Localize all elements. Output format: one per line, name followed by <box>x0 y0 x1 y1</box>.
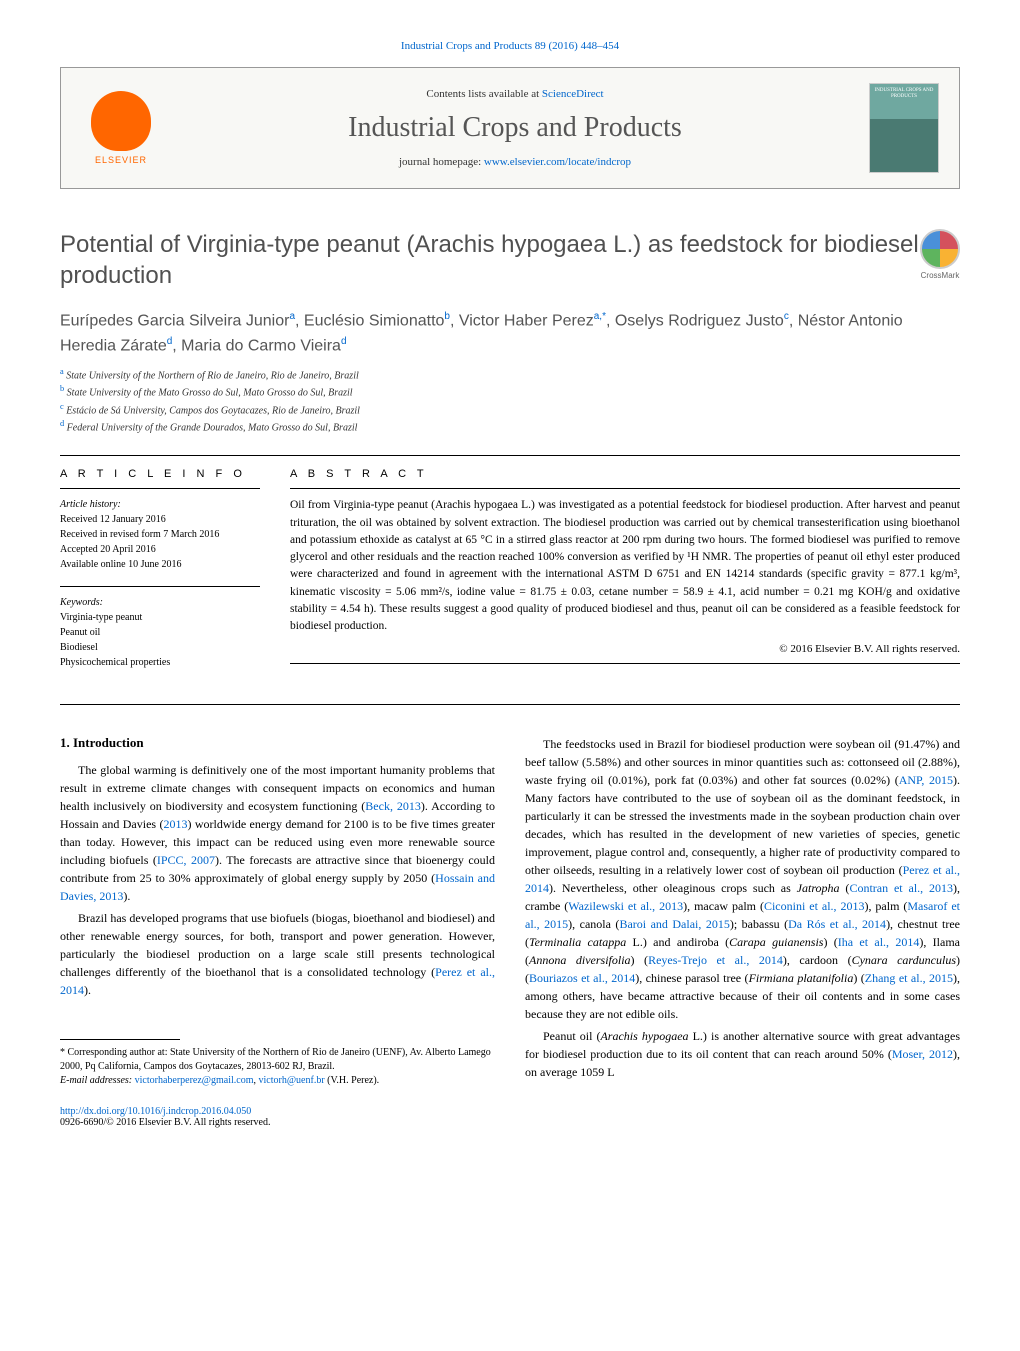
keyword: Virginia-type peanut <box>60 610 260 625</box>
footnote-marker: * <box>60 1047 65 1058</box>
keywords-label: Keywords: <box>60 595 260 610</box>
email-footnote: E-mail addresses: victorhaberperez@gmail… <box>60 1074 495 1088</box>
affiliation: b State University of the Mato Grosso do… <box>60 383 960 400</box>
corresponding-footnote: * Corresponding author at: State Univers… <box>60 1046 495 1074</box>
history-label: Article history: <box>60 497 260 512</box>
keyword: Peanut oil <box>60 625 260 640</box>
footnote-text: Corresponding author at: State Universit… <box>60 1047 491 1072</box>
keywords-block: Keywords: Virginia-type peanut Peanut oi… <box>60 595 260 670</box>
body-para: The feedstocks used in Brazil for biodie… <box>525 735 960 1023</box>
article-title: Potential of Virginia-type peanut (Arach… <box>60 229 960 291</box>
keyword: Biodiesel <box>60 640 260 655</box>
authors: Eurípedes Garcia Silveira Juniora, Euclé… <box>60 309 960 358</box>
body-para: Peanut oil (Arachis hypogaea L.) is anot… <box>525 1027 960 1081</box>
journal-header: ELSEVIER Contents lists available at Sci… <box>60 67 960 189</box>
body-col-right: The feedstocks used in Brazil for biodie… <box>525 735 960 1128</box>
body-col-left: 1. Introduction The global warming is de… <box>60 735 495 1128</box>
divider <box>60 488 260 489</box>
abstract-heading: A B S T R A C T <box>290 468 960 480</box>
issn-line: 0926-6690/© 2016 Elsevier B.V. All right… <box>60 1117 270 1128</box>
journal-name: Industrial Crops and Products <box>161 112 869 144</box>
journal-homepage: journal homepage: www.elsevier.com/locat… <box>161 156 869 168</box>
doi-link[interactable]: http://dx.doi.org/10.1016/j.indcrop.2016… <box>60 1106 251 1117</box>
divider <box>60 704 960 705</box>
homepage-link[interactable]: www.elsevier.com/locate/indcrop <box>484 156 631 168</box>
history-line: Received in revised form 7 March 2016 <box>60 527 260 542</box>
affiliation: d Federal University of the Grande Doura… <box>60 418 960 435</box>
keyword: Physicochemical properties <box>60 655 260 670</box>
sciencedirect-link[interactable]: ScienceDirect <box>542 88 604 100</box>
doi-block: http://dx.doi.org/10.1016/j.indcrop.2016… <box>60 1106 495 1128</box>
journal-cover-thumb: INDUSTRIAL CROPS AND PRODUCTS <box>869 83 939 173</box>
crossmark-badge[interactable]: CrossMark <box>910 229 970 289</box>
elsevier-logo: ELSEVIER <box>81 83 161 173</box>
abstract: A B S T R A C T Oil from Virginia-type p… <box>290 468 960 684</box>
cover-title: INDUSTRIAL CROPS AND PRODUCTS <box>874 88 934 100</box>
history-line: Received 12 January 2016 <box>60 512 260 527</box>
abstract-text: Oil from Virginia-type peanut (Arachis h… <box>290 497 960 635</box>
abstract-copyright: © 2016 Elsevier B.V. All rights reserved… <box>290 643 960 655</box>
info-abstract-row: A R T I C L E I N F O Article history: R… <box>60 468 960 684</box>
elsevier-label: ELSEVIER <box>95 155 147 165</box>
journal-ref: Industrial Crops and Products 89 (2016) … <box>60 40 960 52</box>
history-line: Available online 10 June 2016 <box>60 557 260 572</box>
article-info-heading: A R T I C L E I N F O <box>60 468 260 480</box>
divider <box>60 455 960 456</box>
divider <box>60 586 260 587</box>
header-center: Contents lists available at ScienceDirec… <box>161 88 869 168</box>
article-info: A R T I C L E I N F O Article history: R… <box>60 468 260 684</box>
affiliation: a State University of the Northern of Ri… <box>60 366 960 383</box>
email-link[interactable]: victorhaberperez@gmail.com <box>135 1075 254 1086</box>
divider <box>290 663 960 664</box>
contents-available: Contents lists available at ScienceDirec… <box>161 88 869 100</box>
affiliation: c Estácio de Sá University, Campos dos G… <box>60 401 960 418</box>
title-text: Potential of Virginia-type peanut (Arach… <box>60 231 919 289</box>
crossmark-label: CrossMark <box>921 271 960 281</box>
contents-prefix: Contents lists available at <box>426 88 541 100</box>
crossmark-icon <box>920 229 960 269</box>
body-para: The global warming is definitively one o… <box>60 761 495 905</box>
elsevier-tree-icon <box>91 91 151 151</box>
footnote-rule <box>60 1039 180 1040</box>
history-line: Accepted 20 April 2016 <box>60 542 260 557</box>
email-label: E-mail addresses: <box>60 1075 132 1086</box>
email-author: (V.H. Perez). <box>327 1075 379 1086</box>
affiliations: a State University of the Northern of Ri… <box>60 366 960 435</box>
body-para: Brazil has developed programs that use b… <box>60 909 495 999</box>
email-link[interactable]: victorh@uenf.br <box>259 1075 325 1086</box>
homepage-prefix: journal homepage: <box>399 156 484 168</box>
divider <box>290 488 960 489</box>
intro-heading: 1. Introduction <box>60 735 495 751</box>
body-columns: 1. Introduction The global warming is de… <box>60 735 960 1128</box>
article-history: Article history: Received 12 January 201… <box>60 497 260 572</box>
